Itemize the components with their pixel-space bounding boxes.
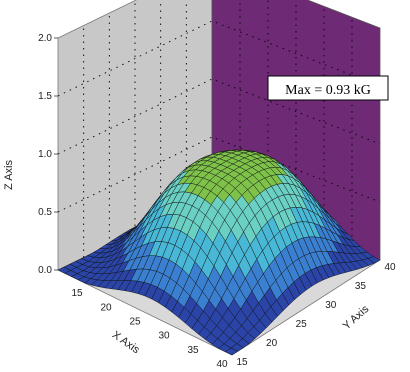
z-tick-label: 1.0 xyxy=(38,149,52,160)
x-tick-label: 15 xyxy=(71,288,83,299)
x-tick-label: 20 xyxy=(100,302,112,313)
y-tick-label: 20 xyxy=(266,338,278,349)
y-tick-label: 30 xyxy=(325,300,337,311)
max-annotation: Max = 0.93 kG xyxy=(267,75,389,101)
x-tick-label: 35 xyxy=(187,345,199,356)
y-tick-label: 40 xyxy=(384,262,396,273)
y-tick-label: 35 xyxy=(355,281,367,292)
z-tick-label: 0.5 xyxy=(38,207,52,218)
z-tick-label: 2.0 xyxy=(38,33,52,44)
axis-ticks: 0.0 0.5 1.0 1.5 2.0 15 20 25 30 35 40 15 20 25 30 35 40 xyxy=(38,33,396,370)
x-tick-label: 25 xyxy=(129,317,141,328)
y-tick-label: 25 xyxy=(296,319,308,330)
z-tick-label: 0.0 xyxy=(38,265,52,276)
x-tick-label: 30 xyxy=(158,331,170,342)
x-tick-label: 40 xyxy=(216,359,228,370)
z-tick-label: 1.5 xyxy=(38,91,52,102)
max-annotation-text: Max = 0.93 kG xyxy=(285,83,371,98)
surface-cell xyxy=(224,347,239,356)
y-axis-label: Y Axis xyxy=(341,303,372,333)
surface-mesh xyxy=(57,149,381,356)
z-axis-label: Z Axis xyxy=(3,160,15,190)
y-tick-label: 15 xyxy=(236,357,248,368)
x-axis-label: X Axis xyxy=(110,329,142,357)
